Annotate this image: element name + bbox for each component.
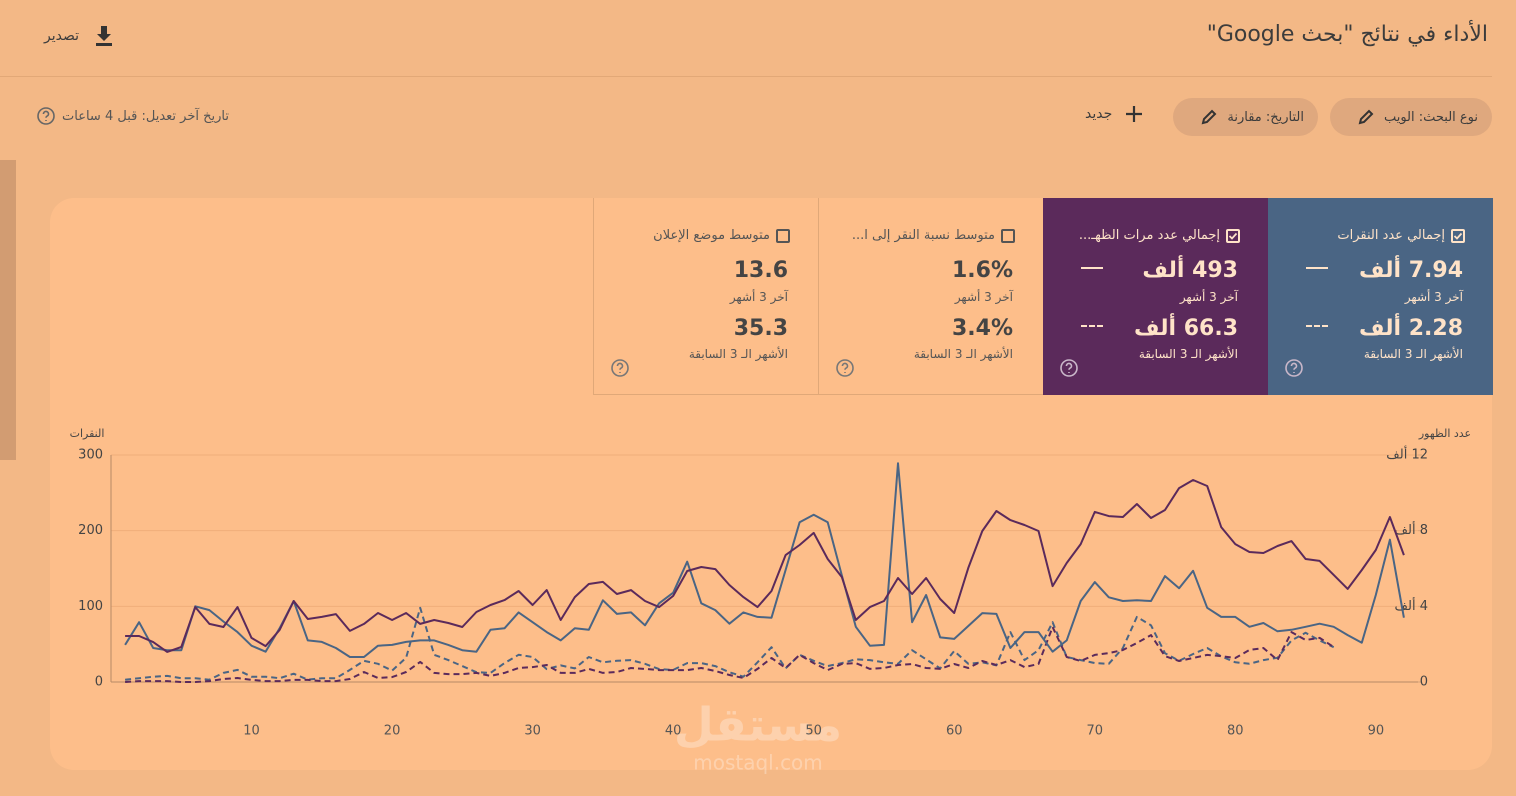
metric-card[interactable]: إجمالي عدد مرات الظهـ... 493 ألف آخر 3 أشه…: [1043, 198, 1268, 395]
metric-card[interactable]: متوسط موضع الإعلان 13.6 آخر 3 أشهر 35.3 الأش…: [593, 198, 818, 395]
metric-previous-label: الأشهر الـ 3 السابقة: [913, 347, 1013, 361]
y2-tick-label: 8 ألف: [1395, 521, 1428, 538]
x-tick-label: 90: [1368, 724, 1385, 739]
metric-card[interactable]: إجمالي عدد النقرات 7.94 ألف آخر 3 أشهر 2.28…: [1268, 198, 1493, 395]
metric-title: متوسط نسبة النقر إلى ا...: [852, 228, 1015, 243]
edit-icon: [1202, 109, 1217, 125]
solid-line-key: [1306, 267, 1328, 269]
y-tick-label: 0: [95, 675, 103, 690]
x-tick-label: 30: [524, 724, 541, 739]
y2-tick-label: 0: [1420, 675, 1428, 690]
export-button[interactable]: تصدير: [44, 24, 115, 48]
x-tick-label: 80: [1227, 724, 1244, 739]
help-glyph: [611, 359, 629, 377]
current-period-line: [125, 479, 1405, 653]
help-icon[interactable]: [36, 106, 56, 126]
metric-current: 1.6%: [951, 258, 1013, 283]
metric-previous: 35.3: [733, 316, 788, 341]
x-tick-label: 60: [946, 724, 963, 739]
page-title: الأداء في نتائج "بحث Google": [1206, 22, 1488, 47]
metric-title-text: متوسط نسبة النقر إلى ا...: [851, 228, 995, 243]
last-updated: تاريخ آخر تعديل: قبل 4 ساعات: [36, 106, 229, 126]
dashed-line-key: [1306, 325, 1328, 327]
x-tick-label: 20: [384, 724, 401, 739]
metric-current-label: آخر 3 أشهر: [954, 290, 1013, 304]
y2-tick-label: 4 ألف: [1395, 597, 1428, 614]
date-label: التاريخ: مقارنة: [1227, 109, 1304, 125]
check-mark: [1453, 232, 1463, 240]
metric-current-label: آخر 3 أشهر: [729, 290, 788, 304]
y2-axis-title: عدد الظهور: [1418, 427, 1471, 440]
metric-current: 493 ألف: [1142, 258, 1238, 283]
metric-previous-label: الأشهر الـ 3 السابقة: [688, 347, 788, 361]
new-filter-label: جديد: [1085, 106, 1113, 122]
x-tick-label: 40: [665, 724, 682, 739]
search-type-label: نوع البحث: الويب: [1383, 109, 1478, 125]
watermark-url: mostaql.com: [693, 751, 823, 775]
x-tick-label: 50: [805, 724, 822, 739]
download-icon: [96, 26, 113, 46]
metric-current-label: آخر 3 أشهر: [1179, 290, 1238, 304]
y2-tick-label: 12 ألف: [1386, 446, 1428, 463]
y-tick-label: 100: [78, 599, 103, 614]
solid-line-key: [1081, 267, 1103, 269]
y-axis-title: النقرات: [70, 427, 105, 440]
plus-icon: [1126, 106, 1143, 122]
metric-title: متوسط موضع الإعلان: [653, 228, 790, 243]
divider: [0, 76, 1492, 77]
watermark: مستقل: [674, 698, 842, 752]
current-period-line: [124, 462, 1405, 658]
metric-current: 7.94 ألف: [1359, 258, 1463, 283]
checkbox[interactable]: [1001, 228, 1015, 243]
metric-title: إجمالي عدد النقرات: [1337, 228, 1465, 243]
previous-period-line: [124, 606, 1335, 681]
metric-current-label: آخر 3 أشهر: [1404, 290, 1463, 304]
help-icon[interactable]: [610, 358, 630, 382]
help-glyph: [1060, 359, 1078, 377]
edit-icon: [1358, 109, 1374, 125]
metric-title-text: متوسط موضع الإعلان: [653, 228, 770, 243]
metric-previous: 3.4%: [951, 316, 1013, 341]
metric-card[interactable]: متوسط نسبة النقر إلى ا... 1.6% آخر 3 أشهر 3…: [818, 198, 1043, 395]
date-chip[interactable]: التاريخ: مقارنة: [1173, 98, 1318, 136]
checkbox[interactable]: [1451, 228, 1465, 243]
previous-period-line: [125, 626, 1335, 683]
checkbox[interactable]: [1226, 228, 1240, 243]
help-glyph: [836, 359, 854, 377]
metric-current: 13.6: [733, 258, 788, 283]
scrollbar[interactable]: [0, 160, 16, 460]
x-tick-label: 10: [243, 724, 260, 739]
checkbox[interactable]: [776, 228, 790, 243]
search-type-chip[interactable]: نوع البحث: الويب: [1330, 98, 1492, 136]
y-tick-label: 200: [78, 523, 103, 538]
help-icon[interactable]: [1284, 358, 1304, 382]
export-label: تصدير: [44, 28, 80, 44]
last-updated-label: تاريخ آخر تعديل: قبل 4 ساعات: [62, 108, 229, 124]
y-tick-label: 300: [78, 448, 103, 463]
metric-title-text: إجمالي عدد مرات الظهـ...: [1078, 228, 1220, 243]
metric-previous: 2.28 ألف: [1359, 316, 1463, 341]
dashed-line-key: [1081, 325, 1103, 327]
help-glyph: [1285, 359, 1303, 377]
help-icon[interactable]: [835, 358, 855, 382]
new-filter-button[interactable]: جديد: [1085, 104, 1144, 124]
x-tick-label: 70: [1086, 724, 1103, 739]
metric-previous-label: الأشهر الـ 3 السابقة: [1138, 347, 1238, 361]
check-mark: [1228, 232, 1238, 240]
help-icon[interactable]: [1059, 358, 1079, 382]
metric-previous: 66.3 ألف: [1134, 316, 1238, 341]
metric-title: إجمالي عدد مرات الظهـ...: [1079, 228, 1240, 243]
metric-previous-label: الأشهر الـ 3 السابقة: [1363, 347, 1463, 361]
metric-title-text: إجمالي عدد النقرات: [1337, 228, 1445, 243]
